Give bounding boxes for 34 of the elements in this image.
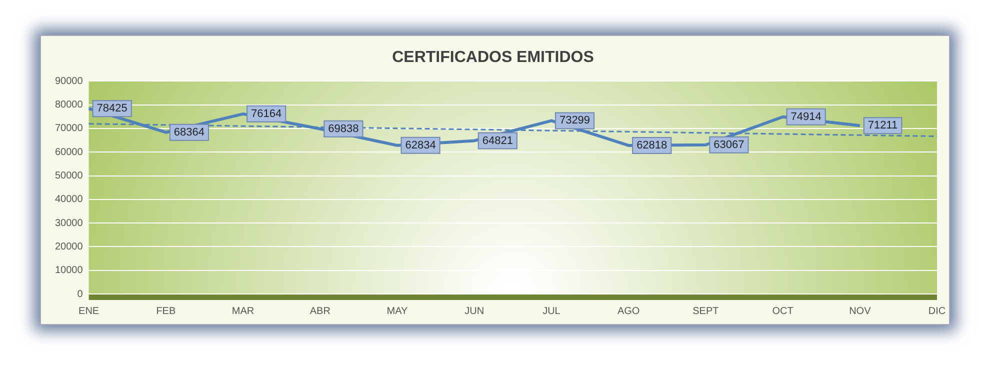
x-tick-label: MAR [232, 306, 254, 317]
y-tick-label: 30000 [54, 218, 84, 229]
data-label: 74914 [790, 110, 822, 123]
data-label: 71211 [868, 120, 898, 132]
x-tick-label: ABR [310, 306, 330, 317]
x-tick-label: DIC [928, 306, 946, 317]
data-label: 63067 [714, 138, 744, 151]
x-tick-label: MAY [386, 306, 408, 317]
x-tick-label: JUN [464, 306, 484, 317]
data-label: 76164 [251, 108, 282, 120]
data-label: 64821 [482, 134, 513, 147]
y-tick-label: 50000 [54, 170, 84, 182]
y-tick-label: 10000 [54, 265, 84, 276]
data-label: 62834 [405, 139, 436, 152]
y-tick-label: 60000 [54, 146, 84, 158]
data-label: 78425 [96, 102, 128, 115]
y-tick-label: 90000 [54, 76, 84, 87]
x-tick-label: SEPT [692, 306, 719, 317]
chart-title: CERTIFICADOS EMITIDOS [392, 49, 594, 66]
y-tick-label: 70000 [54, 123, 84, 134]
x-tick-label: JUL [542, 306, 561, 317]
y-tick-label: 0 [77, 288, 84, 300]
x-tick-label: NOV [849, 306, 872, 317]
x-tick-label: AGO [617, 306, 640, 317]
x-tick-label: FEB [156, 306, 176, 317]
data-label: 68364 [174, 126, 205, 138]
data-label: 62818 [636, 140, 668, 152]
y-tick-label: 40000 [54, 194, 84, 206]
y-tick-label: 20000 [54, 241, 84, 252]
data-label: 73299 [559, 114, 590, 127]
data-label: 69838 [328, 122, 359, 135]
y-tick-label: 80000 [54, 100, 84, 111]
x-tick-label: OCT [772, 306, 794, 317]
x-tick-label: ENE [78, 306, 100, 317]
